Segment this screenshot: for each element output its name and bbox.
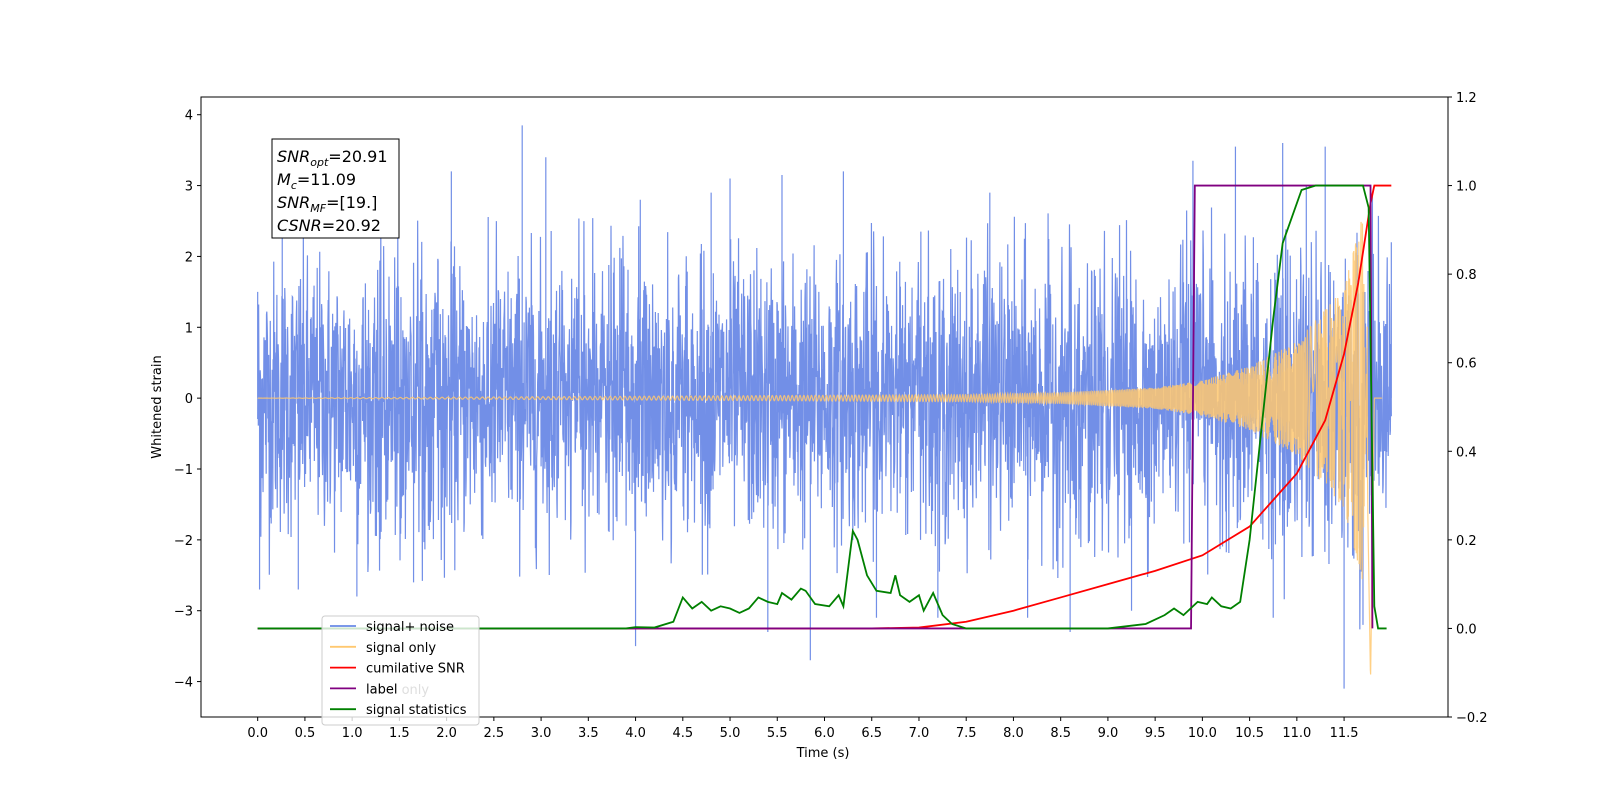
x-tick-label: 10.0 <box>1188 726 1217 741</box>
x-tick-label: 1.5 <box>389 726 410 741</box>
y2-tick-label: 0.6 <box>1456 357 1477 372</box>
y-tick-label: −1 <box>174 463 193 478</box>
x-tick-label: 9.5 <box>1145 726 1166 741</box>
x-tick-label: 0.0 <box>247 726 268 741</box>
y-tick-label: −4 <box>174 676 193 691</box>
y2-tick-label: 0.0 <box>1456 622 1477 637</box>
stats-annotation-value: =20.91 <box>328 147 387 166</box>
y-tick-label: 4 <box>185 109 193 124</box>
x-tick-label: 2.5 <box>484 726 505 741</box>
x-tick-label: 8.5 <box>1050 726 1071 741</box>
x-tick-label: 3.0 <box>531 726 552 741</box>
x-tick-label: 4.5 <box>672 726 693 741</box>
legend-hidden-label: label only <box>366 683 429 698</box>
series-line-signal-plus-noise <box>257 125 1392 689</box>
y2-tick-label: 0.4 <box>1456 445 1477 460</box>
series-line-signal-only <box>257 221 1382 675</box>
stats-annotation-line: SNRopt=20.91 <box>277 147 388 169</box>
x-tick-label: 6.0 <box>814 726 835 741</box>
legend-label: signal statistics <box>366 703 467 718</box>
y-tick-label: 2 <box>185 250 193 265</box>
stats-annotation-frame <box>271 138 400 239</box>
stats-annotation-value: =[19.] <box>326 193 377 212</box>
legend: label only signal+ noise signal only cumila… <box>321 615 480 726</box>
y2-tick-label: 0.2 <box>1456 534 1477 549</box>
stats-annotation-value: =20.92 <box>322 216 381 235</box>
y-tick-label: −2 <box>174 534 193 549</box>
stats-annotation-line: CSNR=20.92 <box>277 216 381 235</box>
y2-tick-label: 1.0 <box>1456 180 1477 195</box>
x-tick-label: 4.0 <box>625 726 646 741</box>
x-tick-label: 9.0 <box>1098 726 1119 741</box>
stats-annotation-symbol: M <box>277 170 291 189</box>
y2-tick-label: 1.2 <box>1456 91 1477 106</box>
y2-tick-label: −0.2 <box>1456 711 1488 726</box>
stats-annotation-symbol: SNR <box>277 193 310 212</box>
y2-tick-label: 0.8 <box>1456 268 1477 283</box>
x-tick-label: 2.0 <box>436 726 457 741</box>
stats-annotation-subscript: c <box>291 179 297 192</box>
y-tick-label: 3 <box>185 180 193 195</box>
x-tick-label: 7.5 <box>956 726 977 741</box>
x-axis-label: Time (s) <box>796 746 850 761</box>
legend-label: label <box>366 682 397 697</box>
axes-layer: 0.0 0.5 1.0 1.5 2.0 2.5 3.0 3.5 4.0 4.5 5.0 5.5 6.0 6… <box>174 91 1488 741</box>
stats-annotation-line: SNRMF=[19.] <box>277 193 377 215</box>
y-axis-label: Whitened strain <box>150 355 165 458</box>
x-tick-label: 1.0 <box>342 726 363 741</box>
legend-label: cumilative SNR <box>366 662 465 677</box>
x-tick-label: 10.5 <box>1235 726 1264 741</box>
stats-annotation-line: Mc=11.09 <box>277 170 356 192</box>
legend-label: signal only <box>366 641 436 656</box>
stats-annotation-value: =11.09 <box>297 170 356 189</box>
y-tick-label: −3 <box>174 605 193 620</box>
x-tick-label: 11.5 <box>1330 726 1359 741</box>
legend-label: signal+ noise <box>366 620 454 635</box>
stats-annotation-symbol: SNR <box>277 147 310 166</box>
stats-annotation-subscript: MF <box>310 202 326 215</box>
stats-annotation: SNRopt=20.91Mc=11.09SNRMF=[19.]CSNR=20.9… <box>271 138 400 239</box>
x-tick-label: 0.5 <box>295 726 316 741</box>
x-tick-label: 11.0 <box>1282 726 1311 741</box>
x-tick-label: 3.5 <box>578 726 599 741</box>
series-layer <box>257 125 1392 689</box>
y-tick-label: 0 <box>185 392 193 407</box>
x-tick-label: 8.0 <box>1003 726 1024 741</box>
legend-frame <box>321 615 480 726</box>
series-line-signal-statistics <box>257 184 1387 630</box>
y-tick-label: 1 <box>185 321 193 336</box>
x-tick-label: 5.5 <box>767 726 788 741</box>
stats-annotation-subscript: opt <box>310 156 329 169</box>
stats-annotation-symbol: CSNR <box>277 216 322 235</box>
x-tick-label: 6.5 <box>861 726 882 741</box>
x-tick-label: 7.0 <box>909 726 930 741</box>
x-tick-label: 5.0 <box>720 726 741 741</box>
